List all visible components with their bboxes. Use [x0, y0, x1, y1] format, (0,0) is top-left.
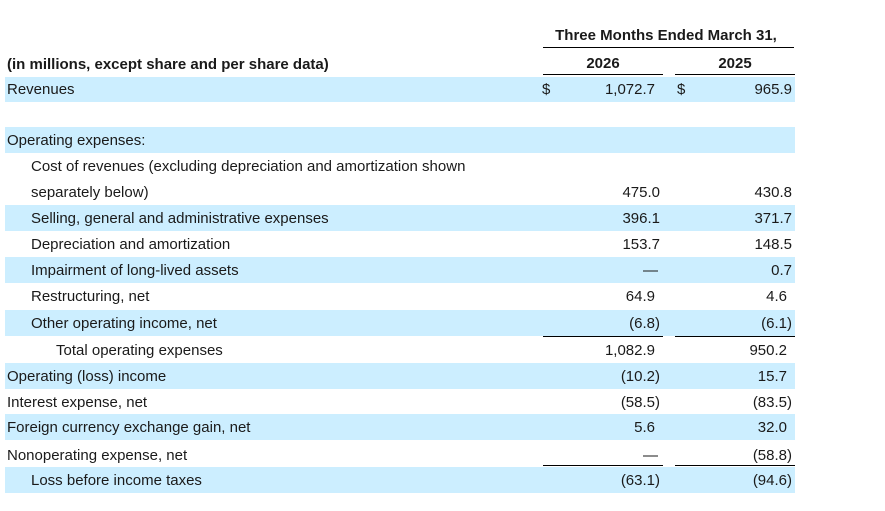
currency-symbol-2026: $ [542, 81, 551, 98]
year-2025-underline [675, 74, 795, 75]
restructuring-2026-value: 64.9 [625, 288, 655, 305]
operating-income-2026-value: (10.2) [620, 368, 660, 385]
restructuring-2025-value: 4.6 [766, 288, 787, 305]
depreciation-label: Depreciation and amortization [31, 236, 231, 253]
currency-symbol-2025: $ [677, 81, 686, 98]
sga-label: Selling, general and administrative expe… [31, 210, 329, 227]
nonoperating-rule-2025 [675, 465, 795, 466]
cost-of-revenues-2026-value: 475.0 [622, 184, 660, 201]
impairment-2025-value: 0.7 [771, 262, 792, 279]
row-band-loss-before-taxes [5, 467, 795, 493]
other-operating-2026-value: (6.8) [629, 315, 660, 332]
row-band-opex-heading [5, 127, 795, 153]
revenues-2025-value: 965.9 [754, 81, 792, 98]
loss-before-taxes-label: Loss before income taxes [31, 472, 202, 489]
period-heading: Three Months Ended March 31, [555, 27, 777, 44]
subtotal-rule-2025 [675, 336, 795, 337]
row-band-operating-income [5, 363, 795, 389]
fx-gain-label: Foreign currency exchange gain, net [7, 419, 251, 436]
row-band-revenues [5, 77, 795, 102]
sga-2025-value: 371.7 [754, 210, 792, 227]
nonoperating-2026-value: — [643, 447, 658, 464]
depreciation-2026-value: 153.7 [622, 236, 660, 253]
cost-of-revenues-label-line1: Cost of revenues (excluding depreciation… [31, 158, 466, 175]
operating-income-label: Operating (loss) income [7, 368, 167, 385]
year-2025-header: 2025 [718, 55, 752, 72]
fx-gain-2025-value: 32.0 [757, 419, 787, 436]
revenues-label: Revenues [7, 81, 75, 98]
total-opex-2026-value: 1,082.9 [604, 342, 655, 359]
row-band-other-operating [5, 310, 795, 336]
interest-expense-2025-value: (83.5) [752, 394, 792, 411]
total-opex-label: Total operating expenses [56, 342, 223, 359]
year-2026-underline [543, 74, 663, 75]
subtotal-rule-2026 [543, 336, 663, 337]
depreciation-2025-value: 148.5 [754, 236, 792, 253]
nonoperating-rule-2026 [543, 465, 663, 466]
impairment-2026-value: — [643, 262, 658, 279]
row-band-fx-gain [5, 414, 795, 440]
impairment-label: Impairment of long-lived assets [31, 262, 239, 279]
other-operating-label: Other operating income, net [31, 315, 217, 332]
loss-before-taxes-2026-value: (63.1) [620, 472, 660, 489]
total-opex-2025-value: 950.2 [749, 342, 787, 359]
interest-expense-label: Interest expense, net [7, 394, 148, 411]
loss-before-taxes-2025-value: (94.6) [752, 472, 792, 489]
restructuring-label: Restructuring, net [31, 288, 150, 305]
units-note: (in millions, except share and per share… [7, 56, 329, 73]
operating-income-2025-value: 15.7 [757, 368, 787, 385]
row-band-sga [5, 205, 795, 231]
row-band-impairment [5, 257, 795, 283]
nonoperating-label: Nonoperating expense, net [7, 447, 188, 464]
opex-heading-label: Operating expenses: [7, 132, 146, 149]
cost-of-revenues-2025-value: 430.8 [754, 184, 792, 201]
year-2026-header: 2026 [586, 55, 620, 72]
cost-of-revenues-label-line2: separately below) [31, 184, 149, 201]
interest-expense-2026-value: (58.5) [620, 394, 660, 411]
revenues-2026-value: 1,072.7 [604, 81, 655, 98]
fx-gain-2026-value: 5.6 [634, 419, 655, 436]
nonoperating-2025-value: (58.8) [752, 447, 792, 464]
other-operating-2025-value: (6.1) [761, 315, 792, 332]
sga-2026-value: 396.1 [622, 210, 660, 227]
period-heading-underline [543, 47, 794, 48]
